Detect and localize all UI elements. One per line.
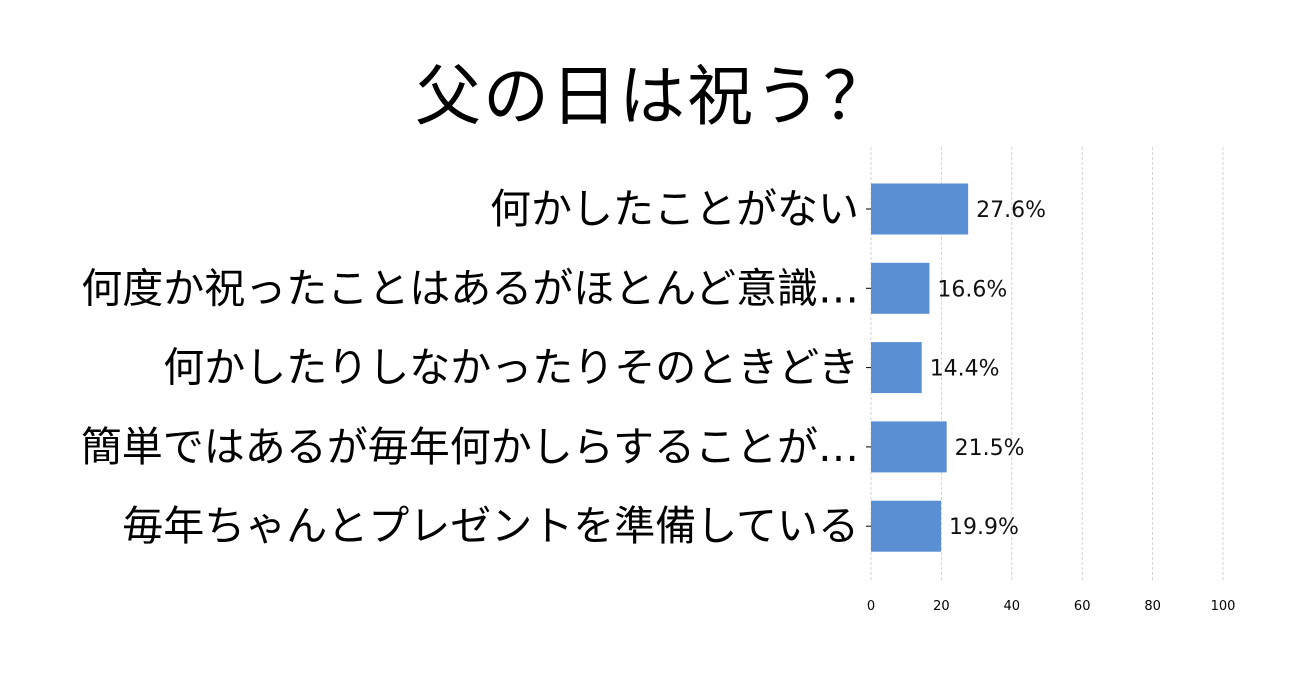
category-label: 簡単ではあるが毎年何かしらすることが… — [81, 423, 859, 471]
value-label: 27.6% — [976, 198, 1046, 223]
value-label: 19.9% — [949, 515, 1019, 540]
x-tick-label: 100 — [1211, 599, 1236, 614]
value-label: 14.4% — [930, 357, 1000, 382]
value-label: 16.6% — [937, 277, 1007, 302]
bar — [871, 262, 930, 314]
x-tick-label: 20 — [933, 599, 950, 614]
bar — [871, 500, 942, 552]
bar — [871, 183, 969, 235]
x-tick-label: 40 — [1004, 599, 1021, 614]
x-axis: 0 20 40 60 80 100 — [866, 208, 1236, 614]
x-tick-label: 80 — [1144, 599, 1161, 614]
x-tick-label: 0 — [867, 599, 875, 614]
value-label: 21.5% — [955, 436, 1025, 461]
bar — [871, 421, 947, 473]
category-label: 何かしたことがない — [490, 185, 859, 233]
category-label: 毎年ちゃんとプレゼントを準備している — [122, 502, 859, 550]
category-label: 何度か祝ったことはあるがほとんど意識… — [81, 264, 859, 312]
chart-title: 父の日は祝う？ — [415, 58, 891, 135]
x-tick-label: 60 — [1074, 599, 1091, 614]
bars: 何かしたことがない 27.6% 何度か祝ったことはあるがほとんど意識… 16.6% 何か… — [81, 183, 1046, 552]
bar — [871, 342, 922, 394]
category-label: 何かしたりしなかったりそのときどき — [163, 344, 859, 392]
